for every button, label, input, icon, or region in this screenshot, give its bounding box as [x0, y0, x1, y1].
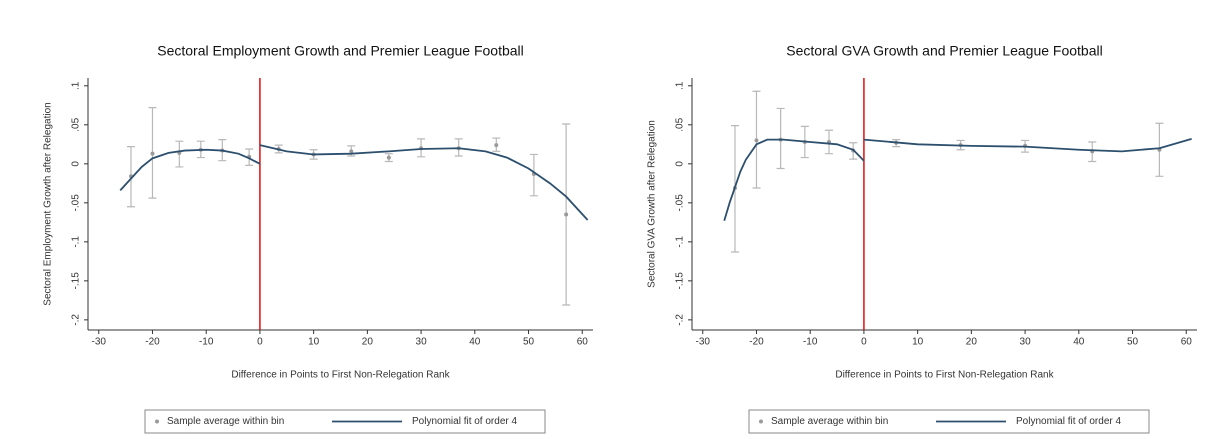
bin-average — [494, 143, 499, 148]
legend-label: Sample average within bin — [771, 416, 888, 427]
y-tick-label: .05 — [71, 117, 82, 131]
y-tick-label: .05 — [675, 117, 686, 131]
x-tick-label: 60 — [1181, 337, 1193, 348]
x-axis-label: Difference in Points to First Non-Relega… — [835, 370, 1054, 381]
x-tick-label: 60 — [577, 337, 589, 348]
bin-average — [349, 149, 354, 154]
y-tick-label: .1 — [675, 81, 686, 90]
x-tick-label: 10 — [308, 337, 320, 348]
y-tick-label: 0 — [71, 161, 82, 167]
x-tick-label: 10 — [912, 337, 924, 348]
bin-average — [564, 212, 569, 217]
y-tick-label: -.15 — [71, 272, 82, 290]
bin-average — [754, 138, 759, 143]
x-tick-label: -10 — [803, 337, 818, 348]
x-tick-label: 50 — [523, 337, 535, 348]
legend-marker — [759, 419, 763, 424]
x-tick-label: 40 — [1073, 337, 1085, 348]
x-tick-label: 0 — [861, 337, 867, 348]
fit-line — [119, 144, 589, 221]
y-tick-label: -.15 — [675, 272, 686, 290]
bin-average — [386, 155, 391, 160]
x-tick-label: 50 — [1127, 337, 1139, 348]
legend-label: Polynomial fit of order 4 — [1016, 416, 1121, 427]
y-tick-label: .1 — [71, 81, 82, 90]
y-tick-label: 0 — [675, 161, 686, 167]
x-tick-label: -10 — [199, 337, 214, 348]
x-tick-label: -20 — [145, 337, 160, 348]
x-tick-label: 0 — [257, 337, 263, 348]
x-tick-label: -30 — [696, 337, 711, 348]
chart-title: Sectoral Employment Growth and Premier L… — [157, 43, 524, 59]
y-tick-label: -.05 — [71, 194, 82, 212]
y-tick-label: -.05 — [675, 194, 686, 212]
x-tick-label: 30 — [1020, 337, 1032, 348]
y-tick-label: -.1 — [71, 236, 82, 248]
chart-title: Sectoral GVA Growth and Premier League F… — [786, 43, 1102, 59]
x-tick-label: 20 — [966, 337, 978, 348]
legend-marker — [155, 419, 159, 424]
x-tick-label: -30 — [92, 337, 107, 348]
y-axis-label: Sectoral Employment Growth after Relegat… — [43, 102, 54, 305]
legend-label: Polynomial fit of order 4 — [412, 416, 517, 427]
y-tick-label: -.1 — [675, 236, 686, 248]
x-tick-label: -20 — [749, 337, 764, 348]
legend-label: Sample average within bin — [167, 416, 284, 427]
y-tick-label: -.2 — [675, 314, 686, 326]
fit-line — [723, 137, 1192, 222]
y-axis-label: Sectoral GVA Growth after Relegation — [647, 120, 658, 288]
bin-average — [150, 151, 155, 156]
x-tick-label: 20 — [362, 337, 374, 348]
x-tick-label: 40 — [469, 337, 481, 348]
x-axis-label: Difference in Points to First Non-Relega… — [231, 370, 450, 381]
y-tick-label: -.2 — [71, 314, 82, 326]
x-tick-label: 30 — [416, 337, 428, 348]
